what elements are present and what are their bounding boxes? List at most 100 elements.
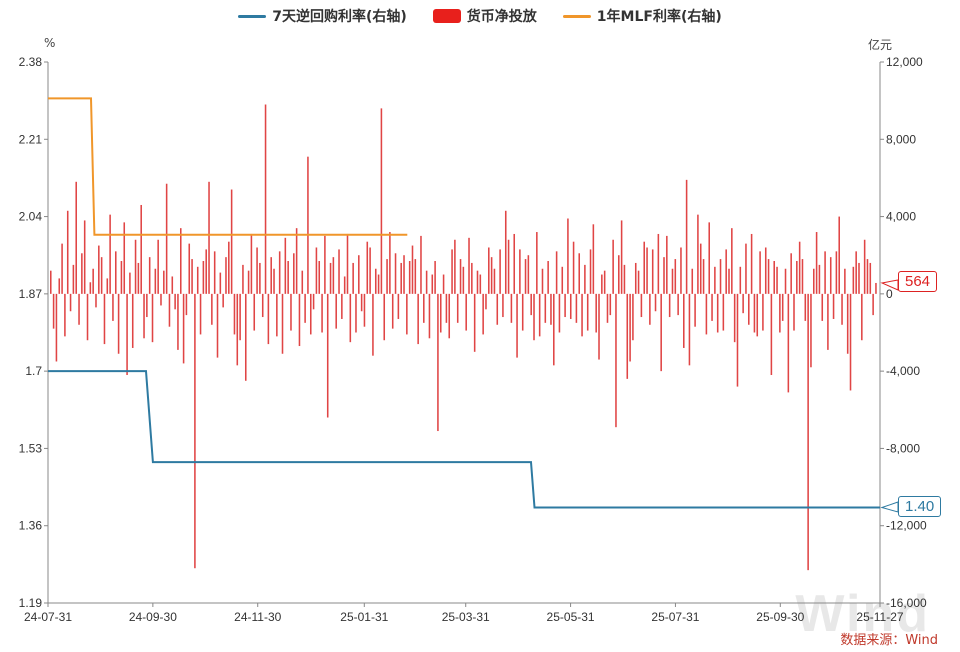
- right-tick-label: 4,000: [886, 210, 916, 224]
- net-injection-bar: [259, 262, 261, 294]
- net-injection-bar: [541, 268, 544, 294]
- left-axis-unit: %: [44, 36, 56, 50]
- net-injection-bar: [750, 233, 753, 294]
- net-injection-bar: [267, 293, 270, 345]
- net-injection-callout: 564: [898, 271, 938, 292]
- net-injection-bar: [530, 293, 532, 316]
- net-injection-bar: [219, 272, 222, 294]
- net-injection-bar: [239, 293, 241, 341]
- net-injection-bar: [256, 247, 258, 294]
- net-injection-bar: [683, 293, 685, 348]
- net-injection-bar: [411, 245, 414, 294]
- net-injection-bar: [165, 183, 168, 294]
- net-injection-bar: [468, 237, 470, 294]
- net-injection-bar: [482, 293, 484, 335]
- net-injection-bar: [270, 257, 272, 294]
- net-injection-bar: [75, 181, 77, 294]
- net-injection-bar: [745, 243, 747, 294]
- net-injection-bar: [278, 251, 281, 294]
- net-injection-bar: [304, 293, 306, 323]
- x-tick-label: 25-11-27: [856, 610, 903, 624]
- net-injection-bar: [502, 293, 504, 318]
- net-injection-bar: [818, 264, 821, 294]
- x-tick-label: 24-11-30: [234, 610, 281, 624]
- net-injection-bar: [213, 251, 216, 294]
- net-injection-bar: [855, 251, 857, 294]
- legend-label-mlf: 1年MLF利率(右轴): [596, 9, 722, 25]
- net-injection-bar: [861, 293, 863, 341]
- net-injection-bar: [858, 262, 860, 294]
- net-injection-bar: [442, 274, 445, 294]
- net-injection-bar: [553, 293, 555, 366]
- net-injection-bar: [516, 293, 518, 358]
- legend-item-net-injection[interactable]: 货币净投放: [432, 6, 537, 26]
- net-injection-bar: [199, 293, 202, 335]
- net-injection-bar: [620, 220, 623, 294]
- net-injection-bar: [264, 104, 267, 294]
- net-injection-bar: [397, 293, 400, 319]
- net-injection-bar: [61, 243, 63, 294]
- net-injection-bar: [533, 293, 535, 341]
- net-injection-bar: [338, 249, 340, 294]
- net-injection-bar: [716, 293, 719, 333]
- net-injection-bar: [488, 247, 490, 294]
- net-injection-bar: [708, 222, 710, 294]
- net-injection-bar: [69, 293, 72, 312]
- net-injection-bar: [479, 274, 482, 294]
- net-injection-bar: [140, 204, 142, 294]
- net-injection-bar: [863, 239, 866, 294]
- net-injection-bar: [688, 293, 691, 366]
- net-injection-bar: [383, 293, 386, 341]
- net-injection-bar: [456, 293, 459, 323]
- net-injection-bar: [425, 270, 428, 294]
- legend-item-repo-rate[interactable]: 7天逆回购利率(右轴): [238, 6, 407, 26]
- net-injection-bar: [595, 293, 597, 333]
- left-tick-label: 2.38: [19, 55, 43, 69]
- net-injection-bar: [714, 266, 716, 294]
- net-injection-bar: [374, 268, 377, 294]
- net-injection-bar: [663, 257, 665, 294]
- legend-label-net: 货币净投放: [466, 9, 537, 25]
- net-injection-bar: [787, 293, 790, 393]
- right-tick-label: -4,000: [886, 364, 920, 378]
- net-injection-bar: [796, 261, 798, 294]
- net-injection-bar: [598, 293, 600, 360]
- net-injection-bar: [538, 293, 541, 337]
- net-injection-bar: [394, 253, 397, 294]
- net-injection-bar: [601, 274, 603, 294]
- net-injection-bar: [92, 268, 94, 294]
- data-source-note: 数据来源：Wind: [840, 633, 938, 648]
- net-injection-bar: [154, 268, 157, 294]
- net-injection-bar: [473, 293, 476, 352]
- net-injection-bar: [767, 259, 770, 294]
- net-injection-bar: [236, 293, 239, 366]
- net-injection-bar: [674, 259, 677, 294]
- net-injection-bar: [58, 278, 61, 294]
- net-injection-bar: [174, 293, 176, 310]
- net-injection-bar: [253, 293, 256, 331]
- net-injection-bar: [705, 293, 708, 335]
- net-injection-bar: [120, 261, 123, 294]
- net-injection-bar: [179, 228, 182, 294]
- net-injection-bar: [177, 293, 179, 350]
- net-injection-bar: [160, 293, 162, 306]
- net-injection-bar: [618, 255, 620, 294]
- repo-rate-line: [48, 370, 880, 509]
- net-injection-bar: [386, 259, 388, 294]
- net-injection-bar: [671, 268, 674, 294]
- net-injection-bar: [606, 293, 609, 323]
- net-injection-bar: [770, 293, 773, 376]
- legend-item-mlf-rate[interactable]: 1年MLF利率(右轴): [562, 6, 722, 26]
- net-injection-bar: [301, 270, 304, 294]
- net-injection-bar: [762, 293, 764, 331]
- net-injection-bar: [148, 257, 151, 294]
- net-injection-bar: [318, 261, 321, 294]
- net-injection-bar: [293, 253, 295, 294]
- net-injection-bar: [773, 261, 775, 294]
- net-injection-bar: [578, 253, 581, 294]
- net-injection-bar: [352, 262, 354, 294]
- net-injection-bar: [202, 261, 205, 294]
- net-injection-bar: [728, 268, 730, 294]
- x-tick-label: 25-09-30: [756, 610, 804, 624]
- net-injection-bar: [171, 276, 174, 294]
